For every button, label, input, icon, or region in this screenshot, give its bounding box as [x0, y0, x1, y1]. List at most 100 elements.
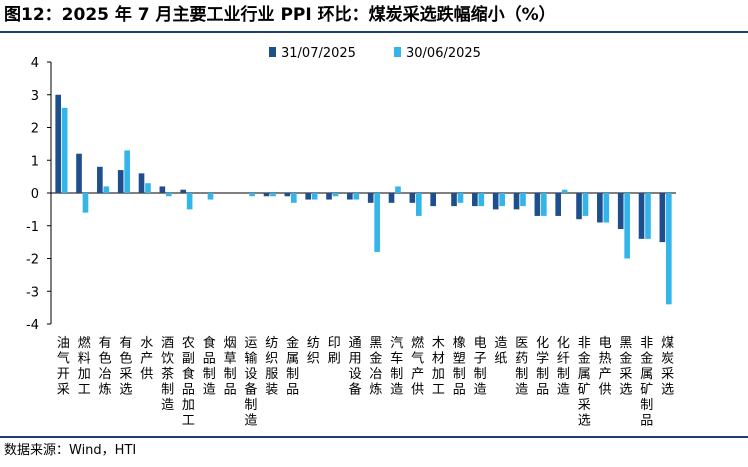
x-category-label: 印刷: [328, 336, 341, 367]
bar-jun: [624, 193, 630, 259]
x-category-label: 黑金采选: [619, 336, 632, 398]
x-category-label: 烟草制品: [224, 336, 237, 398]
y-axis: 4 3 2 1 0 -1 -2 -3 -4: [26, 56, 676, 333]
legend: 31/07/2025 30/06/2025: [269, 46, 481, 61]
bar-jul: [263, 193, 270, 197]
category-labels: 油气开采燃料加工有色冶炼有色采选水产供酒饮茶制造农副食品加工食品制造烟草制品运输…: [57, 335, 674, 429]
bar-jun: [561, 189, 568, 193]
bar-jun: [82, 193, 89, 213]
bar-jun: [166, 193, 172, 197]
bar-jun: [353, 193, 360, 200]
bar-jun: [124, 150, 130, 193]
bar-jun: [478, 193, 485, 207]
bar-jun: [520, 193, 526, 207]
bar-jun: [145, 183, 151, 193]
bar-jul: [409, 193, 416, 203]
x-category-label: 水产供: [140, 336, 153, 382]
x-category-label: 运输设备制造: [244, 336, 257, 429]
x-category-label: 纺织: [307, 336, 320, 367]
x-category-label: 化学制品: [536, 336, 549, 398]
y-tick-label: -3: [26, 285, 39, 300]
bar-jul: [388, 193, 395, 203]
x-category-label: 纺织服装: [265, 336, 278, 398]
x-category-label: 燃气产供: [411, 335, 424, 398]
bar-jun: [582, 193, 589, 216]
x-category-label: 金属制品: [286, 335, 299, 398]
bar-jun: [457, 193, 464, 203]
x-category-label: 非金属矿采选: [578, 336, 591, 429]
bar-jul: [492, 193, 499, 210]
x-category-label: 汽车制造: [390, 336, 403, 398]
bar-jun: [395, 186, 401, 193]
bar-jun: [291, 193, 297, 203]
bar-jun: [416, 193, 422, 216]
x-category-label: 医药制造: [515, 336, 528, 398]
bar-jul: [305, 193, 311, 200]
x-category-label: 电子制造: [474, 336, 487, 398]
y-tick-label: 3: [31, 89, 39, 104]
bar-jul: [513, 193, 520, 210]
bar-jul: [117, 170, 124, 193]
source-note: 数据来源：Wind，HTI: [4, 443, 137, 458]
x-category-label: 燃料加工: [78, 335, 91, 398]
y-tick-label: -2: [26, 253, 39, 268]
bar-chart: 4 3 2 1 0 -1 -2 -3 -4 油气开采燃料加工有色冶炼有色采选水产供酒饮茶制造农副…: [26, 46, 676, 429]
bar-jul: [472, 193, 478, 207]
bar-series: [55, 94, 672, 305]
chart-title: 图12：2025 年 7 月主要工业行业 PPI 环比：煤炭采选跌幅缩小（%）: [4, 5, 556, 25]
bar-jul: [159, 186, 166, 193]
x-category-label: 农副食品加工: [182, 336, 195, 429]
bar-jun: [541, 193, 547, 216]
x-category-label: 食品制造: [203, 335, 216, 398]
top-rule: [0, 31, 748, 33]
y-tick-label: 2: [31, 122, 39, 137]
bar-jun: [61, 107, 68, 193]
y-tick-label: 4: [31, 56, 39, 71]
x-category-label: 通用设备: [349, 336, 362, 398]
y-tick-label: -4: [26, 318, 39, 333]
bar-jul: [55, 94, 62, 193]
x-category-label: 有色采选: [119, 336, 132, 398]
legend-label: 30/06/2025: [406, 46, 481, 61]
x-category-label: 橡塑制品: [453, 336, 466, 398]
bar-jun: [499, 193, 505, 207]
y-tick-label: -1: [26, 220, 39, 235]
bar-jul: [659, 193, 666, 243]
bar-jul: [326, 193, 332, 200]
x-category-label: 造纸: [494, 336, 507, 367]
bar-jun: [186, 193, 193, 210]
bar-jul: [555, 193, 562, 216]
x-category-label: 化纤制造: [557, 336, 570, 398]
y-tick-label: 1: [31, 154, 39, 169]
bar-jul: [534, 193, 541, 216]
bar-jun: [270, 193, 276, 197]
bar-jun: [374, 193, 380, 252]
x-category-label: 煤炭采选: [661, 336, 674, 398]
legend-label: 31/07/2025: [281, 46, 356, 61]
x-category-label: 酒饮茶制造: [161, 336, 174, 413]
bottom-rule: [0, 436, 748, 438]
bar-jul: [617, 193, 624, 230]
legend-swatch: [394, 47, 401, 57]
bar-jul: [638, 193, 645, 239]
bar-jul: [76, 153, 82, 193]
bar-jul: [367, 193, 374, 203]
x-category-label: 木材加工: [432, 336, 445, 398]
bar-jul: [97, 166, 103, 193]
bar-jun: [249, 193, 255, 197]
bar-jul: [430, 193, 436, 207]
bar-jun: [207, 193, 214, 200]
legend-swatch: [269, 47, 276, 57]
bar-jul: [347, 193, 353, 200]
x-category-label: 有色冶炼: [99, 336, 112, 398]
bar-jun: [332, 193, 339, 197]
bar-jul: [138, 173, 145, 193]
bar-jun: [311, 193, 318, 200]
y-tick-label: 0: [31, 187, 39, 202]
x-category-label: 黑金冶炼: [369, 336, 382, 398]
x-category-label: 油气开采: [57, 336, 70, 398]
bar-jul: [597, 193, 603, 223]
bar-jun: [603, 193, 610, 223]
bar-jun: [103, 186, 110, 193]
bar-jun: [645, 193, 651, 239]
